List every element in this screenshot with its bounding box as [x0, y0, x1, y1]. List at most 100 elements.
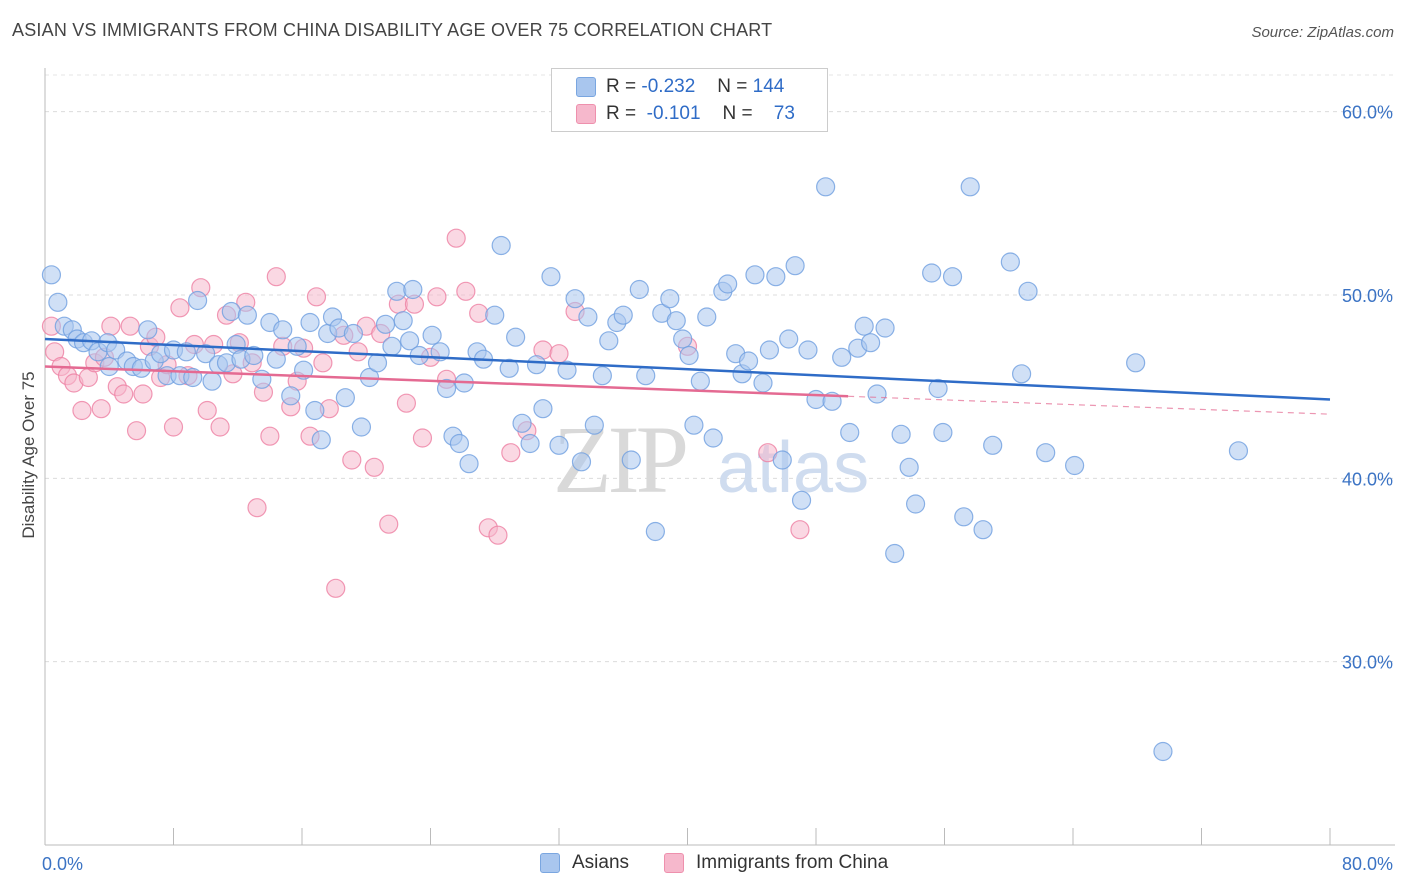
point-asians [335, 388, 355, 408]
point-china [342, 450, 362, 470]
legend-item-asians: Asians [540, 852, 629, 874]
point-asians [636, 366, 656, 386]
point-asians [1153, 741, 1173, 762]
point-china [247, 498, 267, 518]
y-tick-label: 60.0% [1342, 103, 1393, 123]
point-asians [196, 344, 216, 364]
point-asians [1036, 443, 1056, 463]
point-asians [928, 378, 948, 399]
point-china [790, 520, 810, 540]
point-asians [840, 422, 860, 443]
chart-source: Source: ZipAtlas.com [1251, 24, 1394, 41]
point-asians [899, 457, 919, 477]
point-asians [305, 400, 325, 421]
point-asians [791, 490, 812, 510]
point-china [364, 457, 384, 477]
point-asians [679, 345, 699, 366]
point-asians [485, 305, 505, 325]
point-asians [571, 452, 592, 472]
point-asians [375, 314, 396, 334]
series-legend: Asians Immigrants from China [0, 852, 1406, 878]
point-asians [983, 435, 1003, 455]
point-asians [512, 413, 532, 433]
point-asians [1126, 353, 1146, 373]
x-tick-label-max: 80.0% [1342, 854, 1393, 874]
point-china [306, 287, 327, 307]
point-asians [867, 384, 887, 404]
point-asians [1228, 441, 1249, 461]
point-asians [499, 358, 519, 378]
chart-title: ASIAN VS IMMIGRANTS FROM CHINA DISABILIT… [12, 20, 773, 40]
point-asians [382, 336, 402, 356]
point-asians [592, 366, 612, 386]
point-asians [779, 329, 799, 349]
point-asians [645, 521, 665, 542]
point-china [101, 316, 121, 336]
point-asians [954, 507, 974, 527]
point-asians [400, 331, 420, 351]
point-asians [697, 307, 717, 327]
point-china [379, 514, 399, 534]
point-asians [660, 289, 680, 309]
point-asians [785, 256, 805, 276]
point-asians [753, 373, 773, 393]
point-asians [973, 520, 993, 540]
point-asians [745, 265, 765, 285]
legend-n-label: N = [722, 103, 753, 124]
point-asians [613, 305, 633, 325]
point-asians [621, 450, 641, 470]
point-asians [300, 312, 320, 333]
legend-row-asians: R = -0.232 N = 144 [576, 74, 784, 100]
point-asians [422, 325, 442, 345]
point-asians [1065, 455, 1085, 476]
point-china [114, 384, 134, 404]
point-asians [387, 281, 407, 301]
legend-row-china: R = -0.101 N = 73 [576, 101, 795, 127]
point-china [469, 303, 489, 323]
point-asians [565, 289, 585, 309]
y-tick-label: 40.0% [1342, 469, 1393, 489]
point-asians [403, 279, 423, 300]
legend-n-value: 73 [773, 103, 795, 124]
legend-r-value: -0.232 [641, 76, 696, 97]
point-asians [854, 316, 874, 336]
point-asians [41, 265, 62, 285]
point-china [133, 384, 153, 404]
y-tick-label: 30.0% [1342, 653, 1393, 673]
point-asians [541, 267, 561, 287]
point-asians [922, 263, 942, 283]
point-asians [202, 371, 222, 391]
point-china [163, 417, 184, 437]
point-asians [766, 267, 786, 287]
asians-legend-swatch [540, 853, 560, 873]
point-asians [393, 311, 413, 331]
point-china [210, 417, 230, 437]
trendline-china-extension [848, 395, 1331, 415]
point-asians [875, 318, 895, 338]
point-china [396, 393, 417, 413]
point-asians [885, 543, 905, 564]
point-china [412, 428, 433, 448]
legend-n-value: 144 [752, 76, 785, 97]
point-asians [1018, 281, 1038, 301]
point-asians [244, 345, 264, 366]
point-china [91, 399, 111, 419]
point-china [313, 353, 333, 373]
point-asians [759, 340, 780, 360]
point-asians [666, 311, 686, 331]
point-asians [772, 450, 792, 470]
point-asians [684, 415, 704, 435]
point-asians [491, 235, 511, 256]
point-asians [520, 433, 540, 454]
point-asians [138, 320, 158, 340]
trendline-asians [44, 337, 1331, 401]
stats-legend: R = -0.232 N = 144 R = -0.101 N = 73 [551, 68, 828, 132]
point-asians [718, 274, 738, 294]
x-tick-label-min: 0.0% [42, 854, 83, 874]
watermark-atlas: atlas [717, 428, 869, 508]
point-asians [832, 347, 852, 367]
point-asians [99, 356, 119, 377]
legend-r-label: R = [606, 76, 637, 97]
point-asians [942, 267, 963, 287]
point-asians [673, 329, 693, 349]
